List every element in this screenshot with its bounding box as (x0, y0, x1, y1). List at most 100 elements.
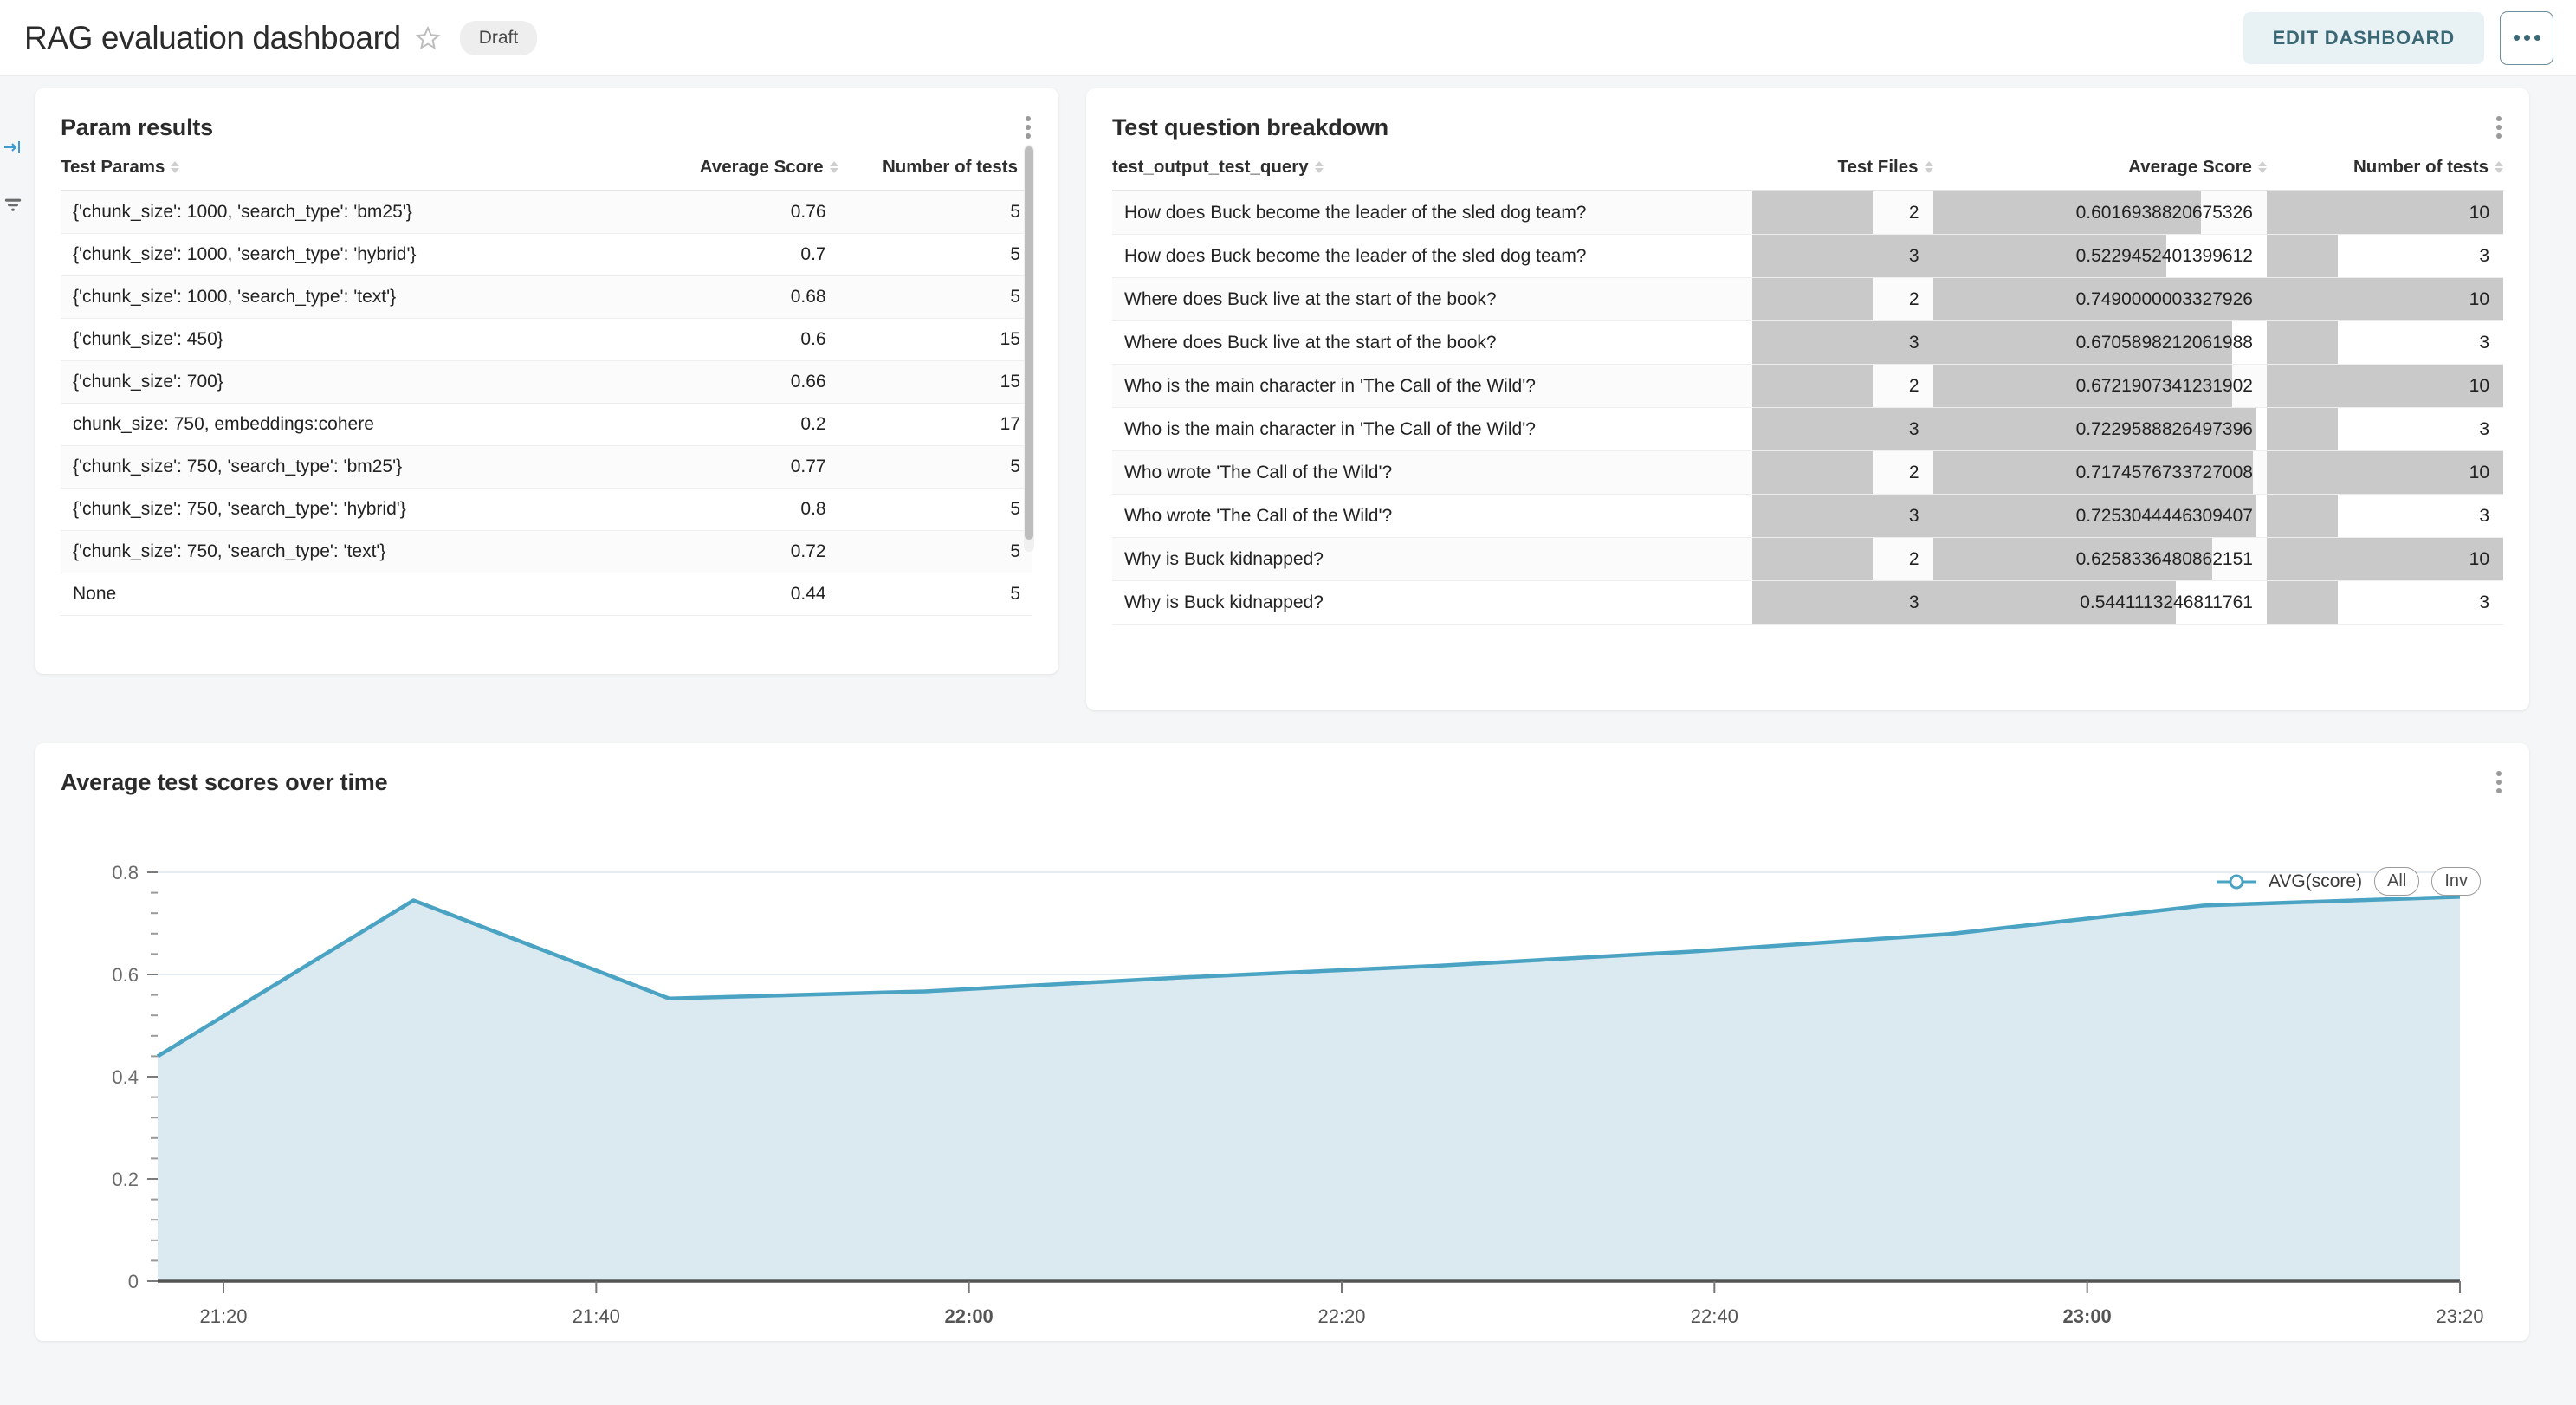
param-results-title: Param results (61, 114, 213, 140)
table-row[interactable]: Where does Buck live at the start of the… (1112, 277, 2503, 321)
table-row[interactable]: {'chunk_size': 750, 'search_type': 'hybr… (61, 488, 1032, 531)
table-row[interactable]: {'chunk_size': 450} 0.6 15 (61, 318, 1032, 361)
cell-test-params: {'chunk_size': 750, 'search_type': 'bm25… (61, 445, 625, 489)
table-row[interactable]: Why is Buck kidnapped? 2 0.625833648086215… (1112, 537, 2503, 581)
expand-panel-icon[interactable] (3, 137, 23, 162)
table-row[interactable]: {'chunk_size': 750, 'search_type': 'bm25… (61, 445, 1032, 489)
table-row[interactable]: Who wrote 'The Call of the Wild'? 3 0.7253… (1112, 494, 2503, 538)
table-row[interactable]: Where does Buck live at the start of the… (1112, 320, 2503, 365)
column-label: Average Score (2128, 157, 2252, 177)
sort-icon[interactable] (2257, 161, 2267, 173)
ellipsis-icon[interactable] (2500, 10, 2553, 65)
table-row[interactable]: Why is Buck kidnapped? 3 0.544111324681176… (1112, 580, 2503, 625)
cell-number-of-tests: 5 (838, 573, 1032, 616)
mini-bar (1932, 278, 2267, 320)
sort-icon[interactable] (1924, 161, 1933, 173)
edit-dashboard-button[interactable]: EDIT DASHBOARD (2243, 11, 2484, 64)
cell-average-score: 0.6705898212061988 (1932, 320, 2267, 365)
table-row[interactable]: Who is the main character in 'The Call o… (1112, 364, 2503, 408)
mini-bar (1932, 581, 2176, 624)
table-row[interactable]: {'chunk_size': 750, 'search_type': 'text… (61, 530, 1032, 573)
dashboard-body: Param results Test Params (0, 76, 2576, 1341)
mini-bar (2266, 365, 2503, 407)
table-row[interactable]: How does Buck become the leader of the s… (1112, 234, 2503, 278)
sort-icon[interactable] (1314, 161, 1324, 173)
cell-average-score: 0.44 (624, 573, 838, 616)
table-row[interactable]: {'chunk_size': 1000, 'search_type': 'hyb… (61, 233, 1032, 276)
table-header-row: test_output_test_query Test Files Averag… (1112, 141, 2503, 191)
cell-test-params: chunk_size: 750, embeddings:cohere (61, 403, 625, 446)
cell-value: 3 (1908, 592, 1919, 612)
cell-value: 0.6721907341231902 (2075, 376, 2253, 396)
legend-inv-button[interactable]: Inv (2431, 867, 2481, 896)
kebab-menu-icon[interactable] (2493, 767, 2505, 797)
legend-all-button[interactable]: All (2374, 867, 2420, 896)
scrollbar-thumb[interactable] (1025, 146, 1033, 540)
cell-average-score: 0.5441113246811761 (1932, 580, 2267, 625)
mini-bar (2266, 495, 2338, 537)
cell-value: 0.6258336480862151 (2075, 549, 2253, 569)
cell-average-score: 0.7229588826497396 (1932, 407, 2267, 451)
column-label: Test Files (1837, 157, 1919, 177)
cell-value: 10 (2469, 289, 2489, 309)
scores-over-time-title: Average test scores over time (61, 769, 388, 795)
column-header-average-score[interactable]: Average Score (624, 141, 838, 191)
legend-line-marker-icon[interactable] (2216, 873, 2256, 890)
left-rail (0, 76, 26, 1405)
page-title: RAG evaluation dashboard (24, 19, 401, 55)
sort-icon[interactable] (2495, 161, 2503, 173)
cell-test-query: Who wrote 'The Call of the Wild'? (1112, 494, 1752, 538)
column-header-test-query[interactable]: test_output_test_query (1112, 141, 1752, 191)
mini-bar (1932, 451, 2253, 494)
column-header-number-of-tests[interactable]: Number of tests (838, 141, 1032, 191)
cell-value: 2 (1908, 376, 1919, 396)
vertical-scrollbar[interactable] (1024, 145, 1034, 552)
star-icon[interactable] (415, 25, 441, 51)
filter-icon[interactable] (3, 195, 23, 218)
test-question-breakdown-title: Test question breakdown (1112, 114, 1388, 140)
mini-bar (1751, 365, 1873, 407)
cell-value: 0.5441113246811761 (2080, 592, 2253, 612)
cell-test-params: {'chunk_size': 750, 'search_type': 'text… (61, 530, 625, 573)
cell-average-score: 0.77 (624, 445, 838, 489)
mini-bar (1751, 581, 1933, 624)
table-row[interactable]: None 0.44 5 (61, 573, 1032, 616)
cell-test-files: 3 (1751, 580, 1933, 625)
cell-test-files: 2 (1751, 450, 1933, 495)
legend-label: AVG(score) (2268, 871, 2363, 891)
cell-test-files: 3 (1751, 234, 1933, 278)
kebab-menu-icon[interactable] (1022, 113, 1034, 142)
table-row[interactable]: Who is the main character in 'The Call o… (1112, 407, 2503, 451)
mini-bar (1751, 191, 1873, 234)
line-area-chart[interactable]: 0 0.2 0.4 0.6 0.8 21:20 21:40 22:00 22:20 22:40 23… (61, 848, 2495, 1333)
table-row[interactable]: {'chunk_size': 1000, 'search_type': 'bm2… (61, 191, 1032, 234)
cell-value: 3 (1908, 246, 1919, 266)
cell-average-score: 0.72 (624, 530, 838, 573)
sort-icon[interactable] (829, 161, 838, 173)
cell-test-files: 2 (1751, 191, 1933, 235)
sort-icon[interactable] (171, 161, 180, 173)
table-row[interactable]: chunk_size: 750, embeddings:cohere 0.2 17 (61, 403, 1032, 446)
table-row[interactable]: {'chunk_size': 1000, 'search_type': 'tex… (61, 275, 1032, 319)
cell-average-score: 0.6016938820675326 (1932, 191, 2267, 235)
kebab-menu-icon[interactable] (2493, 113, 2505, 142)
mini-bar (2266, 408, 2338, 450)
cell-value: 3 (1908, 506, 1919, 526)
table-row[interactable]: How does Buck become the leader of the s… (1112, 191, 2503, 235)
column-header-average-score[interactable]: Average Score (1932, 141, 2267, 191)
cell-number-of-tests: 15 (838, 318, 1032, 361)
chart-legend: AVG(score) All Inv (2216, 867, 2481, 896)
mini-bar (2266, 278, 2503, 320)
column-label: test_output_test_query (1112, 157, 1309, 177)
cell-number-of-tests: 3 (2266, 407, 2503, 451)
column-header-test-files[interactable]: Test Files (1751, 141, 1933, 191)
cell-value: 10 (2469, 203, 2489, 223)
cell-number-of-tests: 10 (2266, 450, 2503, 495)
column-header-test-params[interactable]: Test Params (61, 141, 625, 191)
cell-test-query: Where does Buck live at the start of the… (1112, 277, 1752, 321)
table-row[interactable]: {'chunk_size': 700} 0.66 15 (61, 360, 1032, 404)
column-label: Test Params (61, 157, 165, 177)
cell-value: 2 (1908, 463, 1919, 482)
table-row[interactable]: Who wrote 'The Call of the Wild'? 2 0.7174… (1112, 450, 2503, 495)
column-header-number-of-tests[interactable]: Number of tests (2266, 141, 2503, 191)
